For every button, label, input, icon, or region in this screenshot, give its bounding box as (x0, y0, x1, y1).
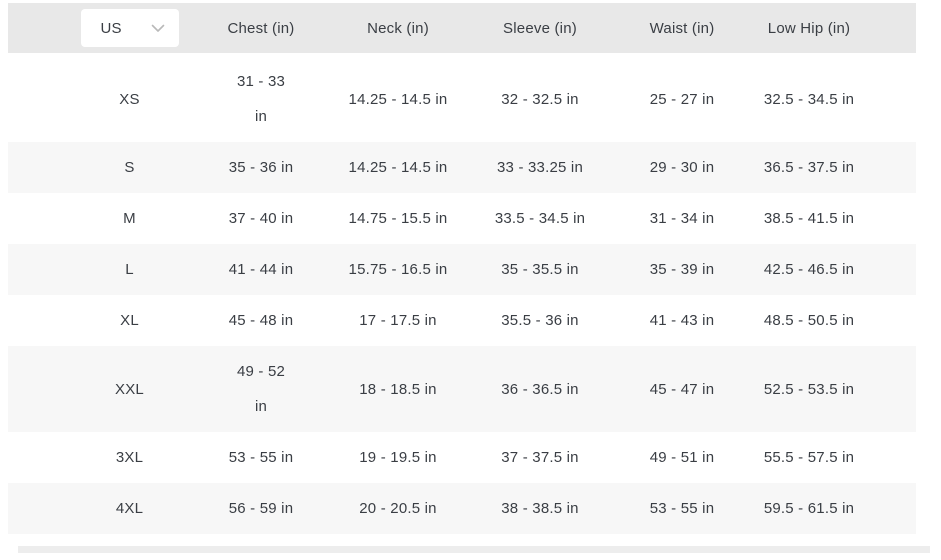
size-cell: M (8, 193, 195, 244)
sleeve-cell: 35 - 35.5 in (469, 244, 611, 295)
sleeve-cell: 33.5 - 34.5 in (469, 193, 611, 244)
chest-cell: 37 - 40 in (195, 193, 327, 244)
row-l: L 41 - 44 in 15.75 - 16.5 in 35 - 35.5 i… (8, 244, 916, 295)
waist-cell: 35 - 39 in (611, 244, 753, 295)
waist-cell: 31 - 34 in (611, 193, 753, 244)
sleeve-cell: 36 - 36.5 in (469, 346, 611, 432)
sleeve-cell: 37 - 37.5 in (469, 432, 611, 483)
size-cell: XXL (8, 346, 195, 432)
chest-cell: 35 - 36 in (195, 142, 327, 193)
chest-cell: 31 - 33 in (195, 54, 327, 142)
neck-cell: 17 - 17.5 in (327, 295, 469, 346)
neck-cell: 14.25 - 14.5 in (327, 54, 469, 142)
unit-selector-dropdown[interactable]: US (80, 9, 179, 47)
row-s: S 35 - 36 in 14.25 - 14.5 in 33 - 33.25 … (8, 142, 916, 193)
column-header-chest: Chest (in) (195, 3, 327, 56)
chest-cell: 56 - 59 in (195, 483, 327, 534)
neck-cell: 14.75 - 15.5 in (327, 193, 469, 244)
neck-cell: 15.75 - 16.5 in (327, 244, 469, 295)
waist-cell: 41 - 43 in (611, 295, 753, 346)
column-header-sleeve: Sleeve (in) (469, 3, 611, 56)
sleeve-cell: 35.5 - 36 in (469, 295, 611, 346)
size-cell: XL (8, 295, 195, 346)
next-section-header-edge (18, 546, 930, 553)
waist-cell: 25 - 27 in (611, 54, 753, 142)
row-xxl: XXL 49 - 52 in 18 - 18.5 in 36 - 36.5 in… (8, 346, 916, 432)
chest-cell: 45 - 48 in (195, 295, 327, 346)
chest-cell: 49 - 52 in (195, 346, 327, 432)
chevron-down-icon (151, 24, 165, 33)
size-cell: 4XL (8, 483, 195, 534)
low-hip-cell: 59.5 - 61.5 in (753, 483, 916, 534)
waist-cell: 49 - 51 in (611, 432, 753, 483)
column-header-neck: Neck (in) (327, 3, 469, 56)
table-header-row: US Chest (in) Neck (in) Sleeve (in) Wais… (8, 3, 916, 56)
size-cell: XS (8, 54, 195, 142)
neck-cell: 18 - 18.5 in (327, 346, 469, 432)
sleeve-cell: 32 - 32.5 in (469, 54, 611, 142)
neck-cell: 20 - 20.5 in (327, 483, 469, 534)
low-hip-cell: 55.5 - 57.5 in (753, 432, 916, 483)
low-hip-cell: 38.5 - 41.5 in (753, 193, 916, 244)
chest-cell: 53 - 55 in (195, 432, 327, 483)
size-cell: 3XL (8, 432, 195, 483)
row-4xl: 4XL 56 - 59 in 20 - 20.5 in 38 - 38.5 in… (8, 483, 916, 534)
row-xl: XL 45 - 48 in 17 - 17.5 in 35.5 - 36 in … (8, 295, 916, 346)
sleeve-cell: 33 - 33.25 in (469, 142, 611, 193)
unit-selector-cell: US (8, 3, 195, 56)
neck-cell: 14.25 - 14.5 in (327, 142, 469, 193)
row-m: M 37 - 40 in 14.75 - 15.5 in 33.5 - 34.5… (8, 193, 916, 244)
waist-cell: 45 - 47 in (611, 346, 753, 432)
unit-selector-value: US (100, 19, 122, 37)
low-hip-cell: 52.5 - 53.5 in (753, 346, 916, 432)
size-cell: S (8, 142, 195, 193)
column-header-waist: Waist (in) (611, 3, 753, 56)
low-hip-cell: 42.5 - 46.5 in (753, 244, 916, 295)
row-xs: XS 31 - 33 in 14.25 - 14.5 in 32 - 32.5 … (8, 54, 916, 142)
row-3xl: 3XL 53 - 55 in 19 - 19.5 in 37 - 37.5 in… (8, 432, 916, 483)
column-header-low-hip: Low Hip (in) (753, 3, 916, 56)
neck-cell: 19 - 19.5 in (327, 432, 469, 483)
size-chart-table: US Chest (in) Neck (in) Sleeve (in) Wais… (8, 3, 916, 534)
low-hip-cell: 32.5 - 34.5 in (753, 54, 916, 142)
low-hip-cell: 48.5 - 50.5 in (753, 295, 916, 346)
waist-cell: 29 - 30 in (611, 142, 753, 193)
waist-cell: 53 - 55 in (611, 483, 753, 534)
low-hip-cell: 36.5 - 37.5 in (753, 142, 916, 193)
size-cell: L (8, 244, 195, 295)
sleeve-cell: 38 - 38.5 in (469, 483, 611, 534)
chest-cell: 41 - 44 in (195, 244, 327, 295)
